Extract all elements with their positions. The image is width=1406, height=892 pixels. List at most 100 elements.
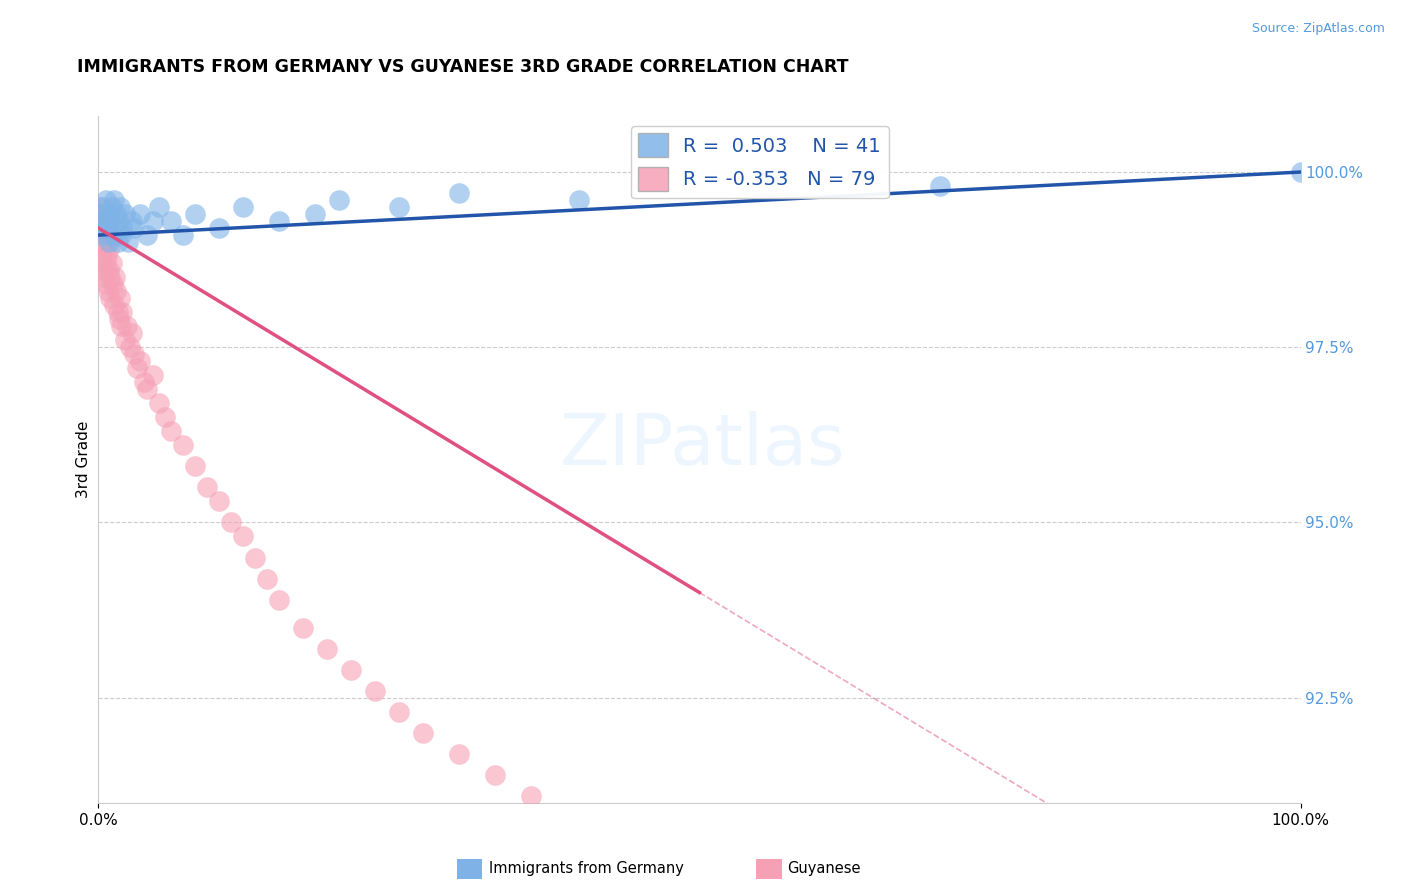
Point — [172, 438, 194, 452]
Point — [219, 516, 242, 530]
Text: Source: ZipAtlas.com: Source: ZipAtlas.com — [1251, 22, 1385, 36]
Point — [91, 207, 114, 221]
Point — [105, 284, 128, 298]
Point — [89, 235, 111, 249]
Point — [148, 200, 170, 214]
Point — [153, 410, 176, 425]
Point — [129, 207, 152, 221]
Point — [107, 235, 129, 249]
Point — [89, 207, 111, 221]
Point — [101, 277, 124, 292]
Point — [89, 200, 111, 214]
Point — [232, 529, 254, 543]
Point — [96, 228, 118, 243]
Point — [243, 550, 266, 565]
Point — [90, 214, 112, 228]
Point — [108, 214, 131, 228]
Point — [267, 592, 290, 607]
Point — [103, 298, 125, 312]
Point — [97, 263, 120, 277]
Point — [101, 228, 124, 243]
Point — [267, 214, 290, 228]
Point — [129, 354, 152, 368]
Point — [195, 480, 218, 494]
Point — [118, 340, 141, 354]
Point — [568, 817, 591, 831]
Point — [148, 396, 170, 410]
Point — [1289, 165, 1312, 179]
Point — [124, 221, 146, 235]
Point — [652, 866, 675, 880]
Point — [108, 291, 131, 305]
Point — [91, 263, 114, 277]
Point — [928, 179, 950, 194]
Point — [96, 221, 118, 235]
Point — [125, 361, 148, 376]
Point — [124, 347, 146, 361]
Point — [104, 270, 127, 285]
Point — [520, 789, 543, 803]
Point — [100, 256, 122, 270]
Point — [110, 228, 132, 243]
Point — [121, 214, 143, 228]
Point — [93, 214, 115, 228]
Point — [91, 200, 114, 214]
Point — [291, 621, 314, 635]
Point — [97, 284, 120, 298]
Point — [108, 200, 131, 214]
Point — [328, 193, 350, 207]
Point — [568, 193, 591, 207]
Point — [256, 572, 278, 586]
Point — [172, 228, 194, 243]
Point — [110, 319, 132, 334]
Point — [94, 256, 117, 270]
Point — [447, 186, 470, 200]
Point — [103, 193, 125, 207]
Legend: R =  0.503    N = 41, R = -0.353   N = 79: R = 0.503 N = 41, R = -0.353 N = 79 — [631, 126, 889, 198]
Point — [97, 207, 120, 221]
Point — [87, 221, 110, 235]
Point — [91, 228, 114, 243]
Point — [132, 376, 155, 390]
Point — [388, 705, 411, 719]
Point — [90, 221, 112, 235]
Point — [412, 725, 434, 739]
Point — [364, 683, 387, 698]
Point — [93, 270, 115, 285]
Point — [108, 312, 131, 326]
Point — [484, 768, 506, 782]
Text: IMMIGRANTS FROM GERMANY VS GUYANESE 3RD GRADE CORRELATION CHART: IMMIGRANTS FROM GERMANY VS GUYANESE 3RD … — [77, 58, 849, 76]
Point — [104, 221, 127, 235]
Point — [98, 235, 121, 249]
Point — [159, 214, 181, 228]
Point — [141, 368, 163, 383]
Point — [183, 459, 205, 474]
Point — [111, 305, 134, 319]
Point — [388, 200, 411, 214]
Point — [114, 207, 136, 221]
Point — [208, 221, 231, 235]
Point — [98, 242, 121, 256]
Text: Guyanese: Guyanese — [787, 862, 860, 876]
Point — [90, 249, 112, 263]
Point — [94, 193, 117, 207]
Point — [121, 326, 143, 341]
Point — [135, 382, 157, 396]
Point — [183, 207, 205, 221]
Y-axis label: 3rd Grade: 3rd Grade — [76, 421, 91, 498]
Text: ZIPatlas: ZIPatlas — [560, 411, 846, 481]
Point — [96, 249, 118, 263]
Point — [100, 200, 122, 214]
Point — [93, 242, 115, 256]
Point — [117, 235, 139, 249]
Point — [91, 228, 114, 243]
Point — [447, 747, 470, 761]
Point — [114, 333, 136, 347]
Point — [141, 214, 163, 228]
Point — [315, 641, 337, 656]
Point — [117, 319, 139, 334]
Point — [159, 425, 181, 439]
Point — [94, 235, 117, 249]
Point — [340, 663, 363, 677]
Text: Immigrants from Germany: Immigrants from Germany — [489, 862, 685, 876]
